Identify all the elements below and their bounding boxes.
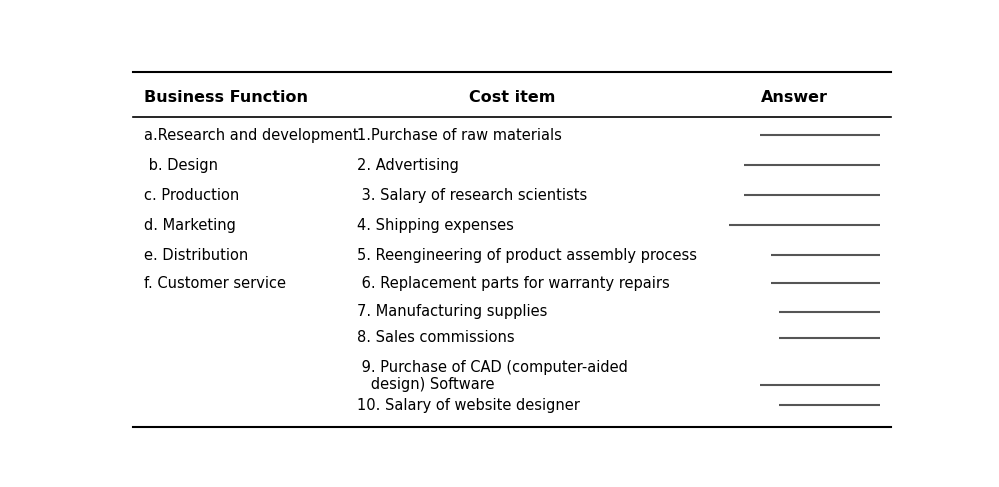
Text: 2. Advertising: 2. Advertising: [358, 158, 459, 173]
Text: c. Production: c. Production: [144, 188, 240, 203]
Text: f. Customer service: f. Customer service: [144, 276, 287, 291]
Text: Answer: Answer: [761, 90, 828, 105]
Text: 7. Manufacturing supplies: 7. Manufacturing supplies: [358, 304, 547, 319]
Text: d. Marketing: d. Marketing: [144, 218, 236, 233]
Text: 8. Sales commissions: 8. Sales commissions: [358, 330, 514, 345]
Text: 3. Salary of research scientists: 3. Salary of research scientists: [358, 188, 587, 203]
Text: Business Function: Business Function: [144, 90, 309, 105]
Text: 5. Reengineering of product assembly process: 5. Reengineering of product assembly pro…: [358, 248, 697, 263]
Text: design) Software: design) Software: [358, 377, 495, 392]
Text: 4. Shipping expenses: 4. Shipping expenses: [358, 218, 514, 233]
Text: Cost item: Cost item: [469, 90, 555, 105]
Text: e. Distribution: e. Distribution: [144, 248, 249, 263]
Text: a.Research and development: a.Research and development: [144, 128, 359, 143]
Text: 9. Purchase of CAD (computer-aided: 9. Purchase of CAD (computer-aided: [358, 360, 628, 375]
Text: b. Design: b. Design: [144, 158, 218, 173]
Text: 6. Replacement parts for warranty repairs: 6. Replacement parts for warranty repair…: [358, 276, 670, 291]
Text: 1.Purchase of raw materials: 1.Purchase of raw materials: [358, 128, 562, 143]
Text: 10. Salary of website designer: 10. Salary of website designer: [358, 398, 580, 413]
